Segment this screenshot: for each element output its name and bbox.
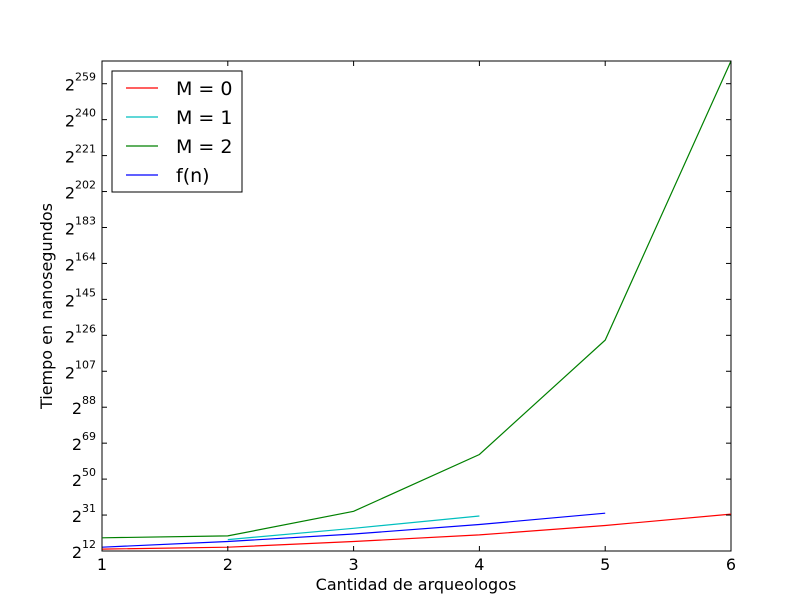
x-axis: 1 2 3 4 5 6 [97, 61, 736, 574]
y-axis: 212 231 250 269 288 2107 2126 2145 2164 2183 2202 2… [65, 71, 731, 562]
x-tick-label: 1 [97, 555, 107, 574]
x-tick-label: 4 [474, 555, 484, 574]
legend-label-2: M = 2 [176, 136, 232, 158]
series-layer [102, 61, 731, 550]
legend-box [111, 70, 243, 193]
series-line-1 [227, 515, 480, 541]
y-tick-label: 2126 [65, 322, 96, 346]
y-tick-label: 2202 [65, 179, 96, 203]
x-tick-label: 2 [223, 555, 233, 574]
y-tick-label: 250 [72, 466, 96, 490]
y-tick-label: 2107 [65, 358, 96, 382]
x-tick-label: 6 [726, 555, 736, 574]
x-tick-label: 5 [600, 555, 610, 574]
legend-label-0: M = 0 [176, 78, 232, 100]
x-tick-label: 3 [349, 555, 359, 574]
y-axis-label: Tiempo en nanosegundos [37, 203, 56, 410]
series-line-2 [102, 61, 731, 539]
y-tick-label: 2221 [65, 143, 96, 167]
y-tick-label: 288 [72, 394, 96, 418]
y-tick-label: 269 [72, 430, 96, 454]
y-tick-label: 2240 [65, 107, 96, 131]
y-tick-label: 2259 [65, 71, 96, 95]
series-line-3 [102, 512, 606, 548]
y-tick-label: 231 [72, 502, 96, 526]
legend-label-1: M = 1 [176, 107, 232, 129]
x-axis-label: Cantidad de arqueologos [316, 575, 517, 594]
legend: M = 0 M = 1 M = 2 f(n) [111, 70, 243, 193]
y-tick-label: 2164 [65, 250, 96, 274]
legend-label-3: f(n) [176, 165, 210, 187]
y-tick-label: 2183 [65, 214, 96, 238]
y-tick-label: 212 [72, 538, 96, 562]
y-tick-label: 2145 [65, 286, 96, 310]
series-line-0 [102, 513, 731, 550]
